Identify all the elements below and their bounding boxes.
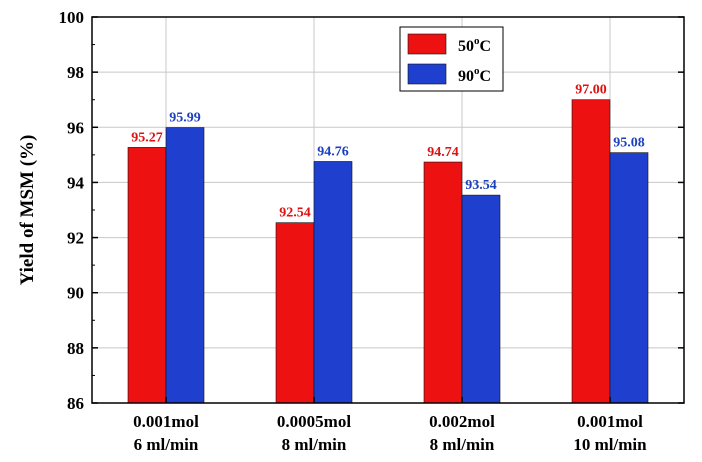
legend-swatch-90	[407, 63, 447, 85]
x-tick-label-line2: 8 ml/min	[282, 435, 347, 454]
data-label-90-2: 93.54	[465, 178, 497, 193]
bar-50-0	[127, 147, 167, 404]
legend: 50oC 90oC	[399, 26, 504, 92]
data-label-90-3: 95.08	[613, 136, 645, 151]
y-tick-label: 86	[67, 394, 84, 413]
x-tick-label-line2: 6 ml/min	[134, 435, 199, 454]
x-tick-label-line1: 0.001mol	[133, 412, 199, 431]
x-axis: 0.001mol 6 ml/min 0.0005mol 8 ml/min 0.002mo…	[133, 397, 647, 454]
data-label-90-0: 95.99	[169, 111, 201, 126]
bar-50-1	[275, 222, 315, 404]
bar-90-0	[165, 127, 205, 404]
data-label-90-1: 94.76	[317, 144, 349, 159]
data-label-50-2: 94.74	[427, 145, 459, 160]
bar-90-3	[609, 152, 649, 404]
bars	[127, 99, 649, 404]
legend-label-90: 90oC	[458, 65, 491, 85]
x-tick-label-line1: 0.0005mol	[277, 412, 351, 431]
data-label-50-3: 97.00	[575, 83, 607, 98]
data-labels: 95.27 92.54 94.74 97.00 95.99 94.76 93.54 95.08	[131, 83, 645, 221]
x-tick-label-line2: 10 ml/min	[573, 435, 647, 454]
y-axis-title: Yield of MSM (%)	[17, 135, 38, 286]
x-tick-label-line2: 8 ml/min	[430, 435, 495, 454]
y-axis: 86 88 90 92 94 96 98 100	[59, 8, 684, 413]
legend-swatch-50	[407, 33, 447, 55]
y-tick-label: 92	[67, 229, 84, 248]
x-tick-label-line1: 0.002mol	[429, 412, 495, 431]
y-tick-label: 98	[67, 63, 84, 82]
bar-50-2	[423, 161, 463, 404]
data-label-50-1: 92.54	[279, 206, 311, 221]
data-label-50-0: 95.27	[131, 130, 163, 145]
y-tick-label: 94	[67, 173, 85, 192]
y-tick-label: 100	[59, 8, 85, 27]
y-tick-label: 90	[67, 284, 84, 303]
x-tick-label-line1: 0.001mol	[577, 412, 643, 431]
bar-50-3	[571, 99, 611, 404]
bar-90-2	[461, 194, 501, 404]
y-tick-label: 88	[67, 339, 84, 358]
bar-90-1	[313, 161, 353, 404]
y-tick-label: 96	[67, 118, 84, 137]
legend-label-50: 50oC	[458, 35, 491, 55]
